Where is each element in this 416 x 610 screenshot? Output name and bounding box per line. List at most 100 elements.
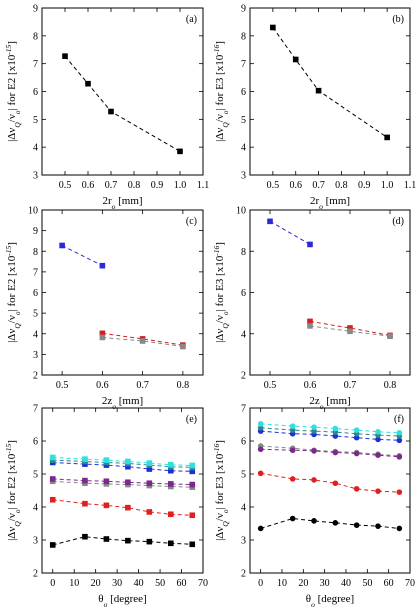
data-point: [353, 427, 360, 433]
y-tick-label: 4: [33, 329, 38, 340]
plot-frame: [249, 407, 411, 574]
data-point: [125, 463, 131, 470]
data-point: [168, 461, 174, 468]
data-point: [146, 480, 153, 487]
y-tick-label: 6: [33, 87, 38, 98]
chart-panel-1: 0.5 0.6 0.7 0.8 0.9 1.0 1.1 3 4 5 6 7 8 9 2ro [mm] |ΔνQ…: [4, 4, 210, 211]
x-tick-label: 0.7: [344, 380, 357, 391]
y-tick-label: 6: [241, 288, 246, 299]
chart-panel-5: 0 10 20 30 40 50 60 70 2 3 4 5 6 7 θo [degree] |ΔνQ/νo|…: [4, 404, 209, 609]
series-line: [272, 27, 388, 138]
data-point: [125, 504, 131, 511]
data-point: [85, 80, 91, 87]
y-tick-label: 8: [33, 247, 38, 258]
data-point: [289, 423, 296, 429]
y-tick-label: 8: [241, 247, 246, 258]
x-tick-label: 1.0: [381, 180, 394, 191]
data-point: [99, 262, 106, 269]
chart-panel-4: 0.5 0.6 0.7 0.8 2 4 6 8 10 2zo [mm] |ΔνQ/νo| for E…: [212, 206, 411, 411]
data-point: [347, 325, 353, 331]
data-point: [396, 525, 403, 532]
data-point: [353, 450, 360, 457]
data-point: [49, 496, 56, 503]
data-point: [347, 328, 353, 335]
y-tick-label: 10: [236, 206, 246, 217]
plot-frame: [41, 407, 204, 574]
y-axis-label: |ΔνQ/νo| for E3 [x10-16]: [212, 41, 230, 142]
data-point: [49, 476, 56, 482]
data-point: [168, 511, 174, 518]
x-axis-label: 2zo [mm]: [102, 395, 143, 411]
data-point: [257, 470, 264, 477]
data-point: [189, 512, 196, 519]
y-tick-label: 3: [33, 536, 38, 547]
data-point: [289, 476, 296, 482]
y-tick-label: 4: [33, 143, 38, 154]
data-point: [332, 449, 339, 456]
data-point: [307, 323, 313, 329]
x-tick-label: 50: [155, 578, 165, 589]
data-point: [62, 53, 68, 59]
data-point: [49, 454, 56, 461]
x-tick-label: 0.7: [312, 180, 325, 191]
data-point: [125, 458, 131, 465]
x-tick-label: 0.8: [177, 380, 190, 391]
data-point: [332, 520, 339, 526]
data-point: [103, 457, 110, 463]
panel-label: (e): [186, 414, 197, 425]
y-tick-label: 2: [33, 569, 38, 580]
data-point: [189, 481, 196, 488]
data-point: [168, 467, 174, 474]
panel-label: (a): [186, 14, 197, 25]
data-point: [307, 241, 313, 248]
x-tick-label: 0.8: [128, 180, 141, 191]
x-tick-label: 0.5: [267, 180, 280, 191]
data-point: [396, 429, 403, 436]
data-point: [103, 502, 110, 509]
x-tick-label: 0.6: [82, 180, 95, 191]
data-point: [311, 424, 317, 430]
data-point: [311, 428, 317, 434]
data-point: [332, 425, 339, 432]
data-point: [375, 488, 381, 494]
data-point: [82, 500, 88, 507]
y-tick-label: 8: [241, 31, 246, 42]
x-tick-label: 20: [298, 578, 308, 589]
y-tick-label: 2: [33, 371, 38, 382]
y-tick-label: 5: [241, 470, 246, 481]
data-point: [189, 468, 196, 475]
x-axis-label: θo [degree]: [306, 593, 354, 609]
data-point: [177, 148, 183, 155]
y-tick-label: 7: [33, 59, 38, 70]
data-point: [315, 87, 322, 94]
chart-panel-3: 0.5 0.6 0.7 0.8 2 3 4 5 6 7 8 9 10 2zo [mm] |ΔνQ/νo| f…: [4, 206, 204, 411]
y-tick-label: 5: [241, 115, 246, 126]
data-point: [375, 428, 381, 435]
y-tick-label: 2: [241, 569, 246, 580]
data-point: [99, 330, 106, 337]
data-point: [168, 481, 174, 487]
y-tick-label: 3: [33, 171, 38, 182]
series-line: [269, 220, 311, 245]
data-point: [332, 433, 339, 439]
data-point: [353, 434, 360, 441]
x-axis-label: 2ro [mm]: [310, 195, 350, 211]
x-tick-label: 1.1: [197, 180, 210, 191]
x-tick-label: 50: [362, 578, 372, 589]
x-tick-label: 40: [134, 578, 144, 589]
y-tick-label: 5: [33, 309, 38, 320]
y-tick-label: 6: [33, 437, 38, 448]
data-point: [125, 479, 131, 486]
plot-frame: [41, 209, 204, 376]
y-tick-label: 10: [28, 206, 38, 217]
data-point: [267, 218, 273, 225]
data-point: [180, 343, 186, 350]
data-point: [103, 536, 110, 542]
x-tick-label: 40: [341, 578, 351, 589]
data-point: [257, 425, 264, 431]
data-point: [99, 334, 106, 341]
data-point: [108, 108, 114, 115]
data-point: [189, 462, 196, 469]
x-tick-label: 30: [320, 578, 330, 589]
y-axis-label: |ΔνQ/νo| for E2 [x10-15]: [4, 41, 22, 142]
